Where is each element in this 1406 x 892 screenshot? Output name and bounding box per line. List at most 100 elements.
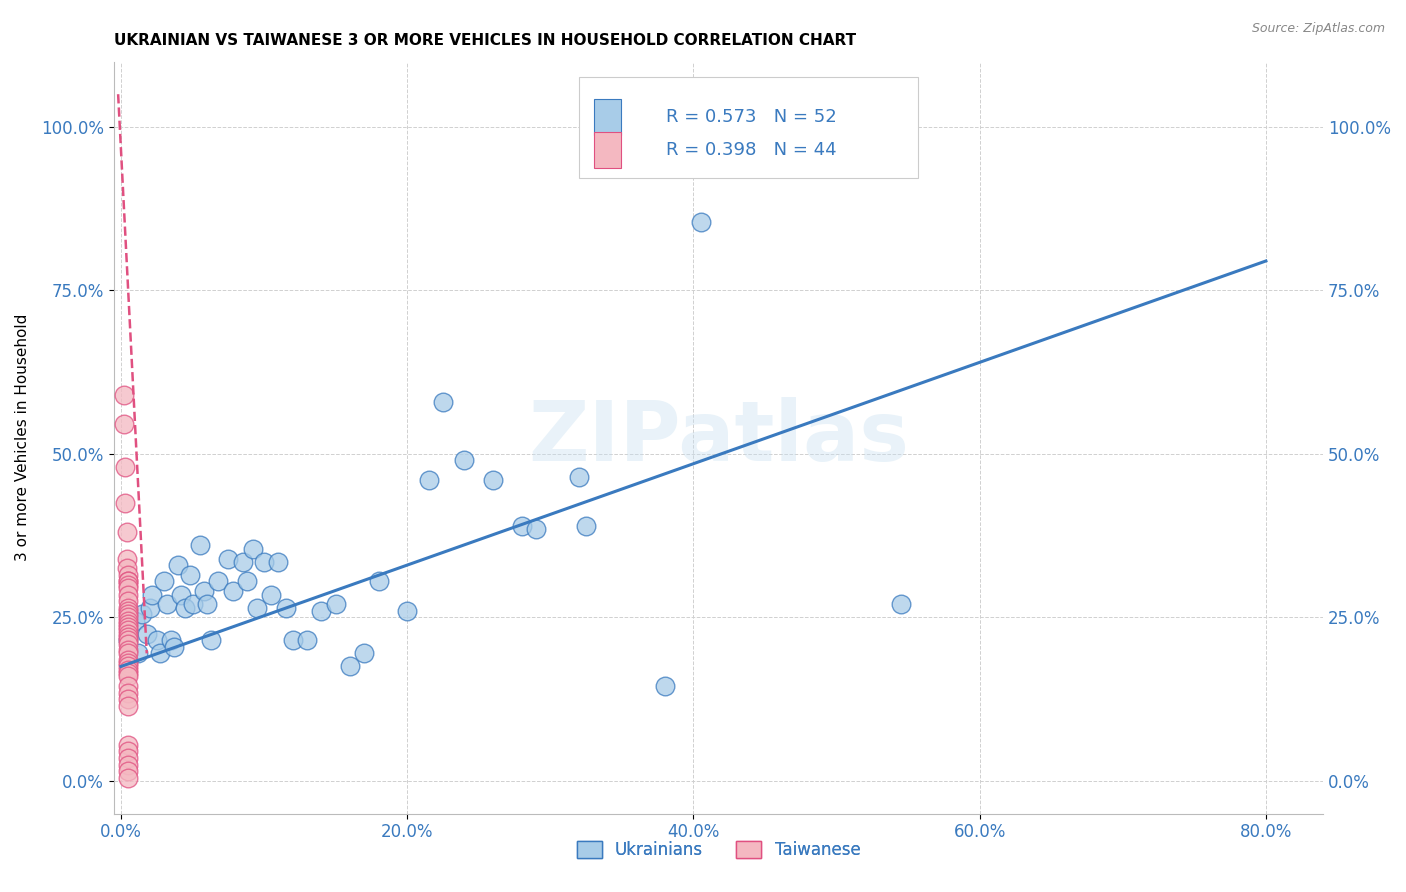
Point	[260, 587, 283, 601]
Point	[179, 567, 201, 582]
Point	[325, 597, 347, 611]
Point	[117, 626, 139, 640]
Point	[114, 460, 136, 475]
Point	[117, 692, 139, 706]
Point	[295, 633, 318, 648]
Text: ZIPatlas: ZIPatlas	[529, 397, 910, 478]
Point	[117, 594, 139, 608]
Point	[117, 679, 139, 693]
Point	[135, 626, 157, 640]
Text: R = 0.573   N = 52: R = 0.573 N = 52	[666, 108, 837, 126]
Point	[117, 607, 139, 621]
Point	[117, 577, 139, 591]
Point	[242, 541, 264, 556]
Bar	[593, 132, 620, 168]
Point	[163, 640, 186, 654]
Point	[890, 597, 912, 611]
Point	[181, 597, 204, 611]
Text: R = 0.398   N = 44: R = 0.398 N = 44	[666, 141, 837, 159]
Point	[311, 604, 333, 618]
Point	[117, 698, 139, 713]
Point	[117, 581, 139, 595]
Point	[353, 646, 375, 660]
Point	[232, 555, 254, 569]
Point	[153, 574, 176, 589]
Point	[138, 600, 160, 615]
Point	[339, 659, 361, 673]
Point	[141, 587, 163, 601]
Point	[117, 656, 139, 670]
Point	[160, 633, 183, 648]
Point	[156, 597, 179, 611]
Point	[195, 597, 218, 611]
Point	[689, 215, 711, 229]
Point	[654, 679, 676, 693]
Bar	[593, 99, 620, 136]
Point	[117, 587, 139, 601]
Point	[117, 771, 139, 785]
Point	[207, 574, 229, 589]
Point	[117, 624, 139, 638]
Point	[145, 633, 167, 648]
Point	[115, 525, 138, 540]
Point	[149, 646, 172, 660]
Point	[117, 764, 139, 778]
Point	[221, 584, 243, 599]
Point	[453, 453, 475, 467]
Point	[117, 646, 139, 660]
Point	[117, 659, 139, 673]
Text: Source: ZipAtlas.com: Source: ZipAtlas.com	[1251, 22, 1385, 36]
Point	[193, 584, 215, 599]
Legend: Ukrainians, Taiwanese: Ukrainians, Taiwanese	[569, 834, 868, 865]
Point	[200, 633, 222, 648]
Point	[117, 633, 139, 648]
Point	[117, 663, 139, 677]
Point	[117, 636, 139, 650]
Point	[274, 600, 297, 615]
Point	[174, 600, 197, 615]
Point	[246, 600, 269, 615]
Point	[112, 417, 135, 432]
Point	[236, 574, 259, 589]
Point	[167, 558, 190, 572]
Point	[281, 633, 304, 648]
Point	[575, 519, 598, 533]
Y-axis label: 3 or more Vehicles in Household: 3 or more Vehicles in Household	[15, 314, 30, 561]
Point	[217, 551, 239, 566]
Point	[367, 574, 389, 589]
Point	[112, 388, 135, 402]
Point	[117, 610, 139, 624]
Point	[432, 394, 454, 409]
Point	[568, 470, 591, 484]
Point	[115, 551, 138, 566]
Point	[482, 473, 505, 487]
Point	[117, 669, 139, 683]
Point	[115, 561, 138, 575]
Point	[117, 685, 139, 699]
Point	[117, 665, 139, 680]
Point	[418, 473, 440, 487]
Point	[396, 604, 419, 618]
Point	[117, 751, 139, 765]
Point	[114, 496, 136, 510]
Point	[117, 614, 139, 628]
Point	[117, 757, 139, 772]
Point	[117, 574, 139, 589]
Point	[117, 604, 139, 618]
Point	[117, 600, 139, 615]
FancyBboxPatch shape	[579, 77, 918, 178]
Text: UKRAINIAN VS TAIWANESE 3 OR MORE VEHICLES IN HOUSEHOLD CORRELATION CHART: UKRAINIAN VS TAIWANESE 3 OR MORE VEHICLE…	[114, 33, 856, 48]
Point	[117, 633, 139, 648]
Point	[117, 738, 139, 752]
Point	[117, 616, 139, 631]
Point	[117, 653, 139, 667]
Point	[253, 555, 276, 569]
Point	[117, 744, 139, 758]
Point	[170, 587, 193, 601]
Point	[267, 555, 290, 569]
Point	[117, 620, 139, 634]
Point	[131, 607, 153, 621]
Point	[188, 539, 211, 553]
Point	[524, 522, 547, 536]
Point	[117, 574, 139, 589]
